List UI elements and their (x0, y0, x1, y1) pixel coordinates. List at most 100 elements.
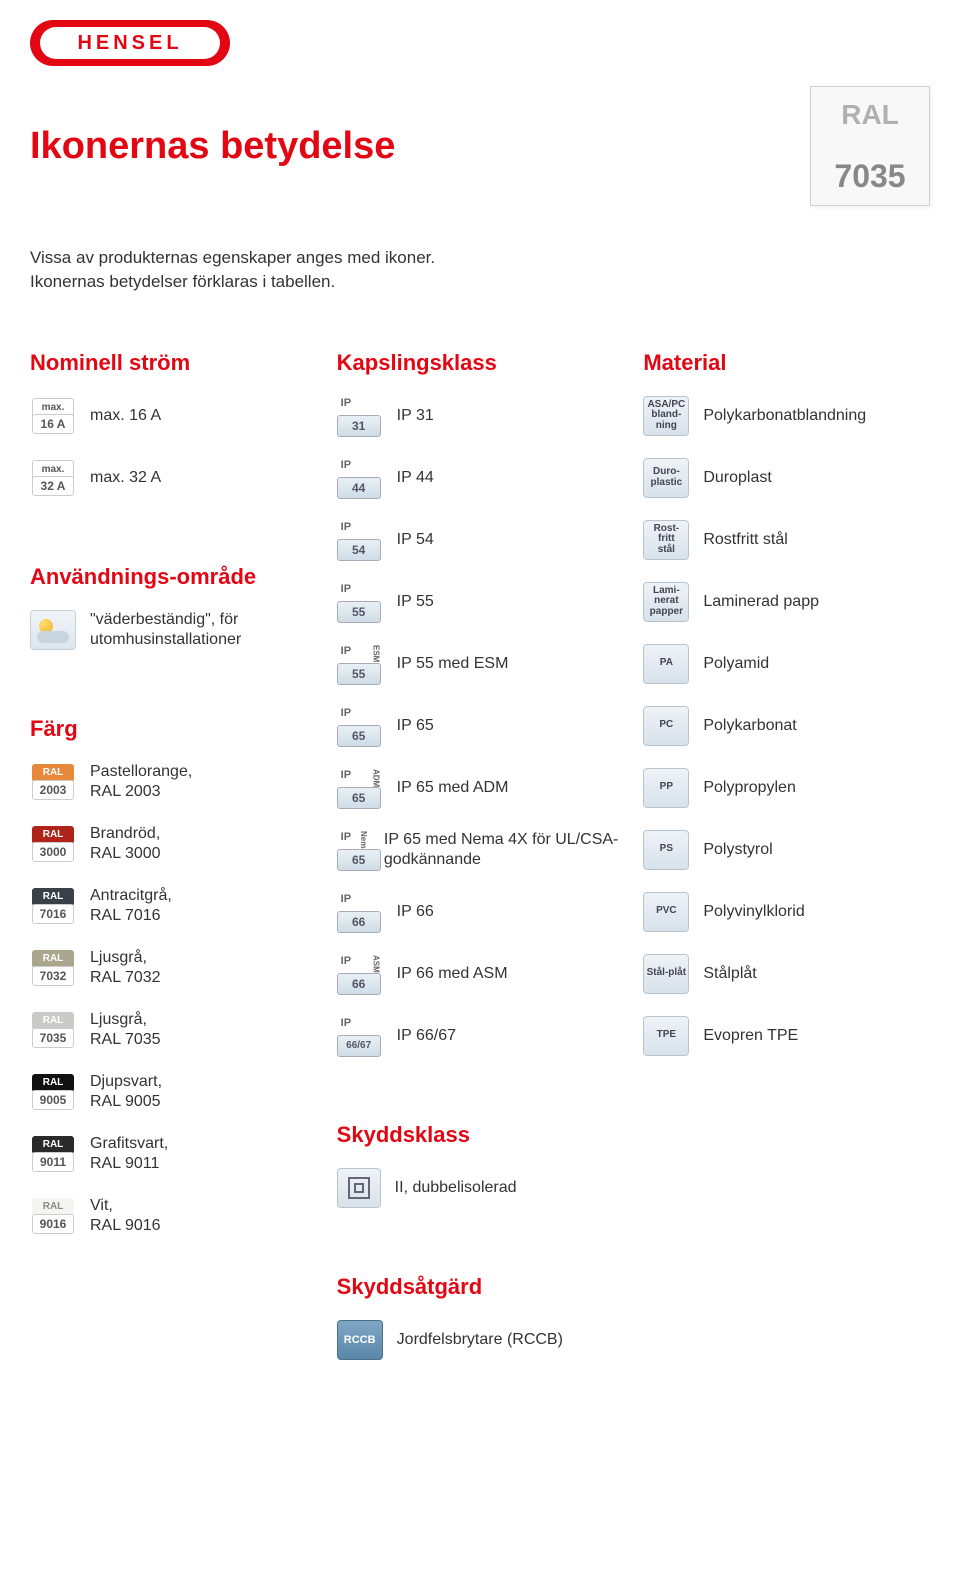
ip-label: IP 66 (397, 902, 434, 922)
material-row: PS Polystyrol (643, 828, 930, 872)
material-row: Duro-plastic Duroplast (643, 456, 930, 500)
material-row: PA Polyamid (643, 642, 930, 686)
insulation-class-icon (337, 1168, 381, 1208)
ip-rating-icon: IP 66/67 (337, 1015, 383, 1057)
intro-line-1: Vissa av produkternas egenskaper anges m… (30, 246, 930, 270)
nominal-label: max. 16 A (90, 406, 161, 426)
material-label: Polykarbonatblandning (703, 406, 866, 426)
ral-preview-label: RAL (811, 99, 929, 131)
ip-row: IP 31 IP 31 (337, 394, 624, 438)
ral-color-icon: RAL 9011 (30, 1134, 76, 1174)
material-row: Rost-frittstål Rostfritt stål (643, 518, 930, 562)
usage-label: "väderbeständig", för utomhusinstallatio… (90, 610, 317, 650)
rccb-icon: RCCB (337, 1320, 383, 1360)
ip-rating-icon: IP ESM 55 (337, 643, 383, 685)
color-row: RAL 2003 Pastellorange, RAL 2003 (30, 760, 317, 804)
color-row: RAL 9016 Vit, RAL 9016 (30, 1194, 317, 1238)
ral-color-icon: RAL 9016 (30, 1196, 76, 1236)
ip-label: IP 54 (397, 530, 434, 550)
page-title: Ikonernas betydelse (30, 125, 395, 168)
ral-color-icon: RAL 7032 (30, 948, 76, 988)
color-row: RAL 7032 Ljusgrå, RAL 7032 (30, 946, 317, 990)
ip-row: IP 65 IP 65 (337, 704, 624, 748)
section-title-color: Färg (30, 716, 317, 742)
ip-label: IP 55 (397, 592, 434, 612)
ral-preview-box: RAL 7035 (810, 86, 930, 206)
material-icon: PA (643, 644, 689, 684)
material-row: PP Polypropylen (643, 766, 930, 810)
material-icon: TPE (643, 1016, 689, 1056)
material-label: Polystyrol (703, 840, 772, 860)
class-label: II, dubbelisolerad (395, 1178, 517, 1198)
max-current-icon: max. 16 A (30, 396, 76, 436)
usage-row: "väderbeständig", för utomhusinstallatio… (30, 608, 317, 652)
material-row: ASA/PCbland-ning Polykarbonatblandning (643, 394, 930, 438)
hensel-logo: HENSEL (30, 20, 230, 66)
ral-color-icon: RAL 9005 (30, 1072, 76, 1112)
material-icon: Lami-neratpapper (643, 582, 689, 622)
section-title-class: Skyddsklass (337, 1122, 624, 1148)
ip-label: IP 65 med Nema 4X för UL/CSA-godkännande (384, 830, 623, 870)
column-right: Material ASA/PCbland-ning Polykarbonatbl… (643, 344, 930, 1380)
ral-color-icon: RAL 7035 (30, 1010, 76, 1050)
material-icon: Rost-frittstål (643, 520, 689, 560)
section-title-ip: Kapslingsklass (337, 350, 624, 376)
class-row: II, dubbelisolerad (337, 1166, 624, 1210)
column-middle: Kapslingsklass IP 31 IP 31 IP 44 IP 44 I… (337, 344, 624, 1380)
material-row: Stål-plåt Stålplåt (643, 952, 930, 996)
material-row: TPE Evopren TPE (643, 1014, 930, 1058)
ip-label: IP 66/67 (397, 1026, 456, 1046)
color-row: RAL 3000 Brandröd, RAL 3000 (30, 822, 317, 866)
nominal-row: max. 32 A max. 32 A (30, 456, 317, 500)
color-label: Vit, RAL 9016 (90, 1196, 161, 1236)
ral-color-icon: RAL 2003 (30, 762, 76, 802)
logo-text: HENSEL (40, 27, 220, 59)
section-title-nominal: Nominell ström (30, 350, 317, 376)
material-row: PC Polykarbonat (643, 704, 930, 748)
material-row: PVC Polyvinylklorid (643, 890, 930, 934)
ip-row: IP ESM 55 IP 55 med ESM (337, 642, 624, 686)
color-label: Ljusgrå, RAL 7032 (90, 948, 161, 988)
main-columns: Nominell ström max. 16 A max. 16 A max. … (30, 344, 930, 1380)
ip-label: IP 44 (397, 468, 434, 488)
ip-row: IP Nema 4X 65 IP 65 med Nema 4X för UL/C… (337, 828, 624, 872)
material-label: Polyamid (703, 654, 769, 674)
intro-line-2: Ikonernas betydelser förklaras i tabelle… (30, 270, 930, 294)
ip-label: IP 65 med ADM (397, 778, 509, 798)
intro-text: Vissa av produkternas egenskaper anges m… (30, 246, 930, 294)
ip-row: IP 54 IP 54 (337, 518, 624, 562)
ip-label: IP 66 med ASM (397, 964, 508, 984)
color-row: RAL 7035 Ljusgrå, RAL 7035 (30, 1008, 317, 1052)
ip-rating-icon: IP 31 (337, 395, 383, 437)
material-icon: ASA/PCbland-ning (643, 396, 689, 436)
ip-rating-icon: IP ADM 65 (337, 767, 383, 809)
section-title-usage: Användnings-område (30, 564, 317, 590)
ip-rating-icon: IP 65 (337, 705, 383, 747)
color-label: Pastellorange, RAL 2003 (90, 762, 192, 802)
measure-label: Jordfelsbrytare (RCCB) (397, 1330, 563, 1350)
material-label: Stålplåt (703, 964, 756, 984)
color-label: Ljusgrå, RAL 7035 (90, 1010, 161, 1050)
material-icon: PVC (643, 892, 689, 932)
color-label: Djupsvart, RAL 9005 (90, 1072, 162, 1112)
material-label: Polykarbonat (703, 716, 796, 736)
ip-rating-icon: IP 54 (337, 519, 383, 561)
ip-rating-icon: IP 55 (337, 581, 383, 623)
ip-row: IP 66/67 IP 66/67 (337, 1014, 624, 1058)
material-row: Lami-neratpapper Laminerad papp (643, 580, 930, 624)
color-label: Antracitgrå, RAL 7016 (90, 886, 172, 926)
column-left: Nominell ström max. 16 A max. 16 A max. … (30, 344, 317, 1380)
weatherproof-icon (30, 610, 76, 650)
material-label: Evopren TPE (703, 1026, 798, 1046)
material-label: Polyvinylklorid (703, 902, 804, 922)
material-icon: Duro-plastic (643, 458, 689, 498)
ip-row: IP 55 IP 55 (337, 580, 624, 624)
header-row: Ikonernas betydelse RAL 7035 (30, 86, 930, 206)
ral-color-icon: RAL 7016 (30, 886, 76, 926)
color-label: Grafitsvart, RAL 9011 (90, 1134, 168, 1174)
material-icon: PP (643, 768, 689, 808)
nominal-label: max. 32 A (90, 468, 161, 488)
ip-row: IP 66 IP 66 (337, 890, 624, 934)
ip-rating-icon: IP Nema 4X 65 (337, 829, 370, 871)
material-label: Laminerad papp (703, 592, 819, 612)
